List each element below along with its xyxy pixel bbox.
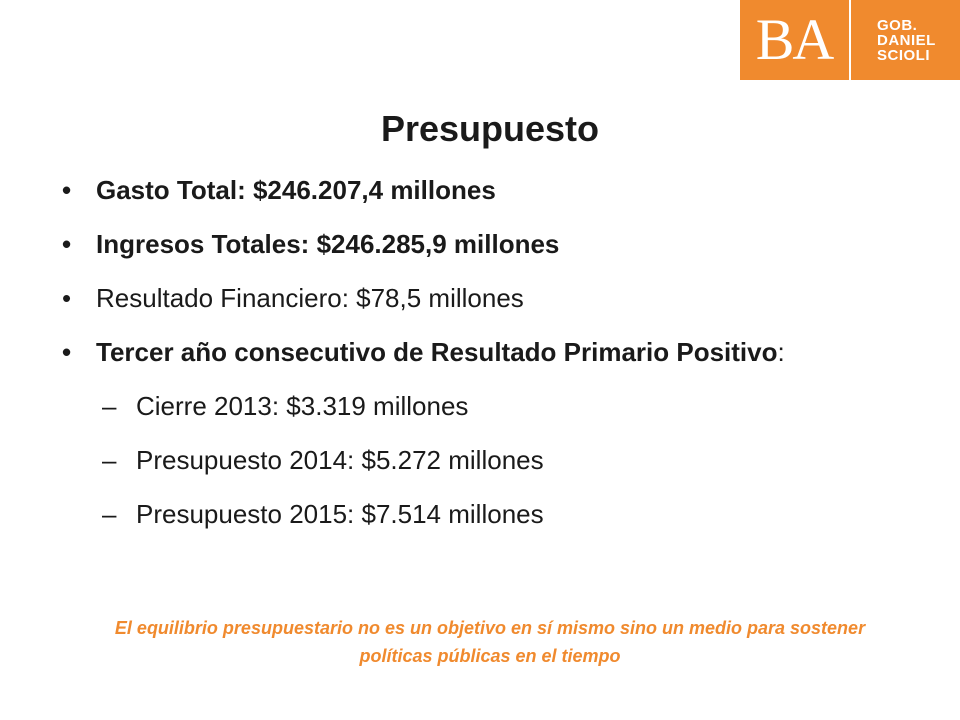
logo-line-2: DANIEL (877, 31, 936, 49)
slide-title: Presupuesto (380, 108, 600, 149)
bullet-text: Ingresos Totales: $246.285,9 millones (96, 229, 560, 259)
bullet-ingresos-totales: Ingresos Totales: $246.285,9 millones (62, 226, 842, 262)
bullet-list: Gasto Total: $246.207,4 millones Ingreso… (62, 172, 842, 550)
ba-logo-mark: BA (755, 7, 835, 72)
bullet-text: Gasto Total: $246.207,4 millones (96, 175, 496, 205)
dash-marker: – (102, 391, 117, 421)
logo-line-1: GOB. (877, 16, 918, 34)
logo-divider (849, 0, 851, 80)
bullet-resultado-financiero: Resultado Financiero: $78,5 millones (62, 280, 842, 316)
bullet-text: Tercer año consecutivo de Resultado Prim… (96, 337, 778, 367)
dash-marker: – (102, 499, 117, 529)
dash-marker: – (102, 445, 117, 475)
bullet-resultado-primario: Tercer año consecutivo de Resultado Prim… (62, 334, 842, 370)
subbullet-text: Cierre 2013: $3.319 millones (136, 391, 469, 421)
subbullet-presupuesto-2015: – Presupuesto 2015: $7.514 millones (62, 496, 842, 532)
footer-note: El equilibrio presupuestario no es un ob… (114, 618, 866, 666)
bullet-text: Resultado Financiero: $78,5 millones (96, 283, 524, 313)
subbullet-text: Presupuesto 2014: $5.272 millones (136, 445, 544, 475)
logo-text: GOB. DANIEL SCIOLI (851, 18, 960, 63)
subbullet-presupuesto-2014: – Presupuesto 2014: $5.272 millones (62, 442, 842, 478)
bullet-suffix: : (777, 337, 785, 367)
ba-logo: BA GOB. DANIEL SCIOLI (740, 0, 960, 80)
logo-line-3: SCIOLI (877, 46, 931, 64)
subbullet-text: Presupuesto 2015: $7.514 millones (136, 499, 544, 529)
subbullet-cierre-2013: – Cierre 2013: $3.319 millones (62, 388, 842, 424)
bullet-gasto-total: Gasto Total: $246.207,4 millones (62, 172, 842, 208)
